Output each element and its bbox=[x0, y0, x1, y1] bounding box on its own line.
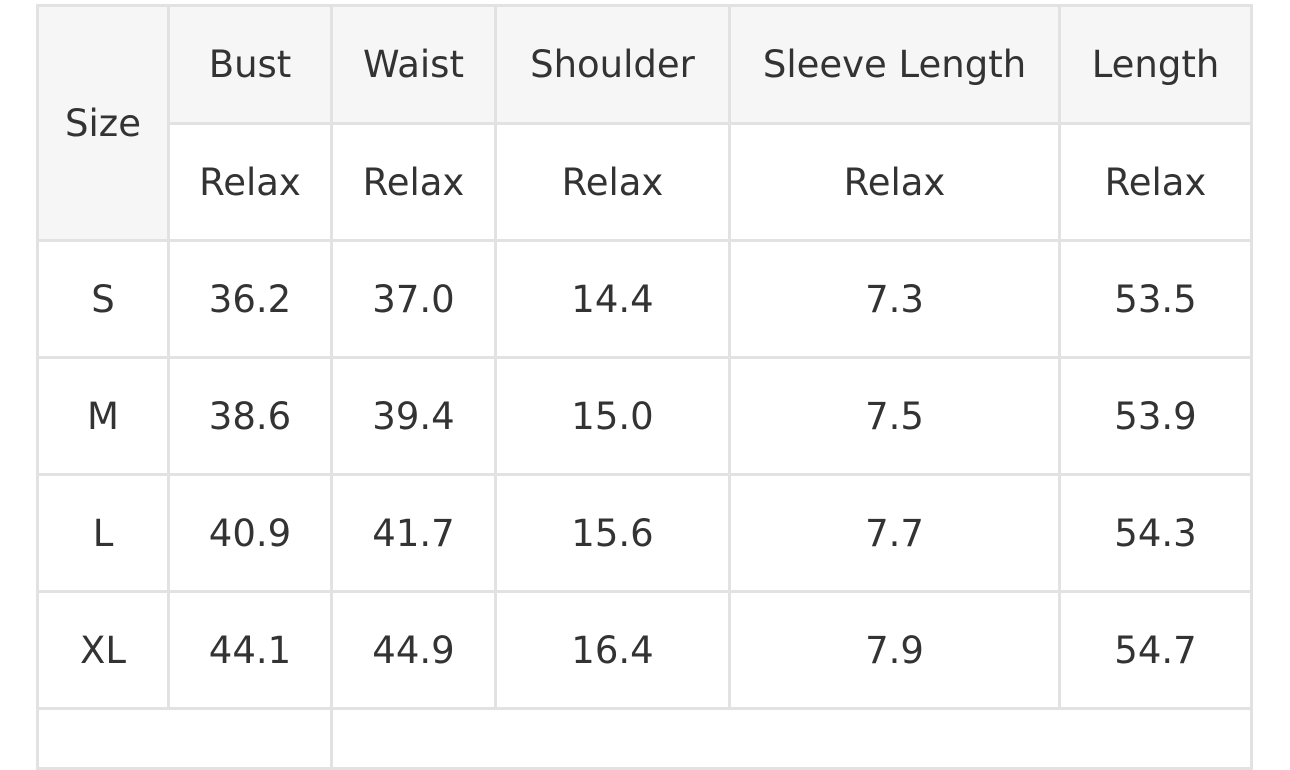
value-cell: 14.4 bbox=[494, 239, 731, 359]
column-header: Waist bbox=[330, 4, 497, 125]
column-header: Bust bbox=[167, 4, 333, 125]
size-cell: L bbox=[36, 473, 170, 593]
value-cell: 36.2 bbox=[167, 239, 333, 359]
value-cell: 41.7 bbox=[330, 473, 497, 593]
value-cell: 54.7 bbox=[1058, 590, 1253, 710]
value-cell: 7.7 bbox=[728, 473, 1061, 593]
size-cell: S bbox=[36, 239, 170, 359]
sub-header: Relax bbox=[728, 122, 1061, 242]
column-header: Shoulder bbox=[494, 4, 731, 125]
sub-header: Relax bbox=[494, 122, 731, 242]
size-cell: XL bbox=[36, 590, 170, 710]
empty-cell bbox=[36, 707, 333, 770]
value-cell: 53.9 bbox=[1058, 356, 1253, 476]
value-cell: 15.0 bbox=[494, 356, 731, 476]
value-cell: 40.9 bbox=[167, 473, 333, 593]
size-header: Size bbox=[36, 4, 170, 242]
size-cell: M bbox=[36, 356, 170, 476]
page: Size Bust Waist Shoulder Sleeve Length Length… bbox=[36, 4, 1253, 770]
value-cell: 15.6 bbox=[494, 473, 731, 593]
value-cell: 44.1 bbox=[167, 590, 333, 710]
sub-header: Relax bbox=[330, 122, 497, 242]
value-cell: 7.5 bbox=[728, 356, 1061, 476]
value-cell: 16.4 bbox=[494, 590, 731, 710]
value-cell: 54.3 bbox=[1058, 473, 1253, 593]
value-cell: 39.4 bbox=[330, 356, 497, 476]
sub-header: Relax bbox=[1058, 122, 1253, 242]
column-header: Sleeve Length bbox=[728, 4, 1061, 125]
column-header: Length bbox=[1058, 4, 1253, 125]
empty-cell bbox=[330, 707, 1253, 770]
value-cell: 37.0 bbox=[330, 239, 497, 359]
value-cell: 7.9 bbox=[728, 590, 1061, 710]
value-cell: 38.6 bbox=[167, 356, 333, 476]
sub-header: Relax bbox=[167, 122, 333, 242]
value-cell: 7.3 bbox=[728, 239, 1061, 359]
value-cell: 44.9 bbox=[330, 590, 497, 710]
value-cell: 53.5 bbox=[1058, 239, 1253, 359]
